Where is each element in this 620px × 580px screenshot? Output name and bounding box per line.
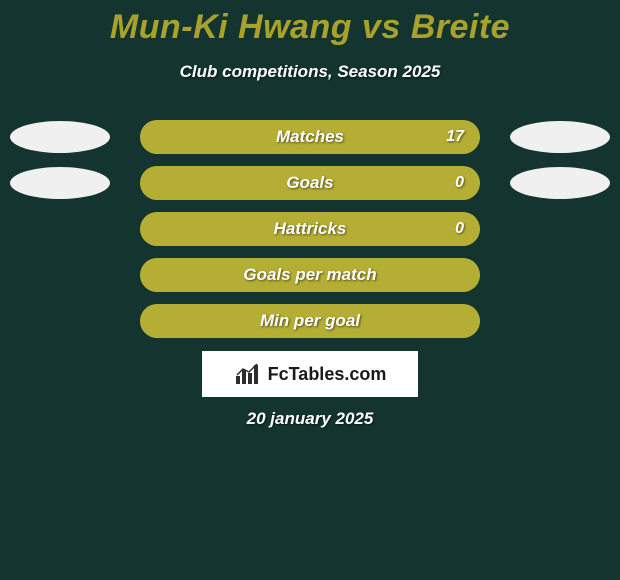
stat-row: Goals per match	[0, 258, 620, 292]
stat-row: Min per goal	[0, 304, 620, 338]
stat-label: Goals per match	[140, 258, 480, 292]
date-text: 20 january 2025	[0, 409, 620, 429]
stat-pill: Goals0	[140, 166, 480, 200]
stat-value: 0	[455, 166, 464, 200]
left-ellipse	[10, 121, 110, 153]
right-ellipse	[510, 167, 610, 199]
page-title: Mun-Ki Hwang vs Breite	[0, 8, 620, 47]
stat-label: Matches	[140, 120, 480, 154]
stat-value: 0	[455, 212, 464, 246]
right-ellipse	[510, 121, 610, 153]
stat-value: 17	[446, 120, 464, 154]
stat-label: Hattricks	[140, 212, 480, 246]
logo-text: FcTables.com	[268, 364, 387, 385]
stat-pill: Hattricks0	[140, 212, 480, 246]
stat-pill: Min per goal	[140, 304, 480, 338]
stat-row: Matches17	[0, 120, 620, 154]
subtitle: Club competitions, Season 2025	[0, 62, 620, 82]
stat-rows: Matches17Goals0Hattricks0Goals per match…	[0, 120, 620, 350]
stat-pill: Goals per match	[140, 258, 480, 292]
stat-pill: Matches17	[140, 120, 480, 154]
stat-row: Hattricks0	[0, 212, 620, 246]
logo-box: FcTables.com	[202, 351, 418, 397]
bars-icon	[234, 362, 262, 386]
stat-row: Goals0	[0, 166, 620, 200]
stat-label: Min per goal	[140, 304, 480, 338]
comparison-infographic: Mun-Ki Hwang vs Breite Club competitions…	[0, 0, 620, 580]
left-ellipse	[10, 167, 110, 199]
stat-label: Goals	[140, 166, 480, 200]
